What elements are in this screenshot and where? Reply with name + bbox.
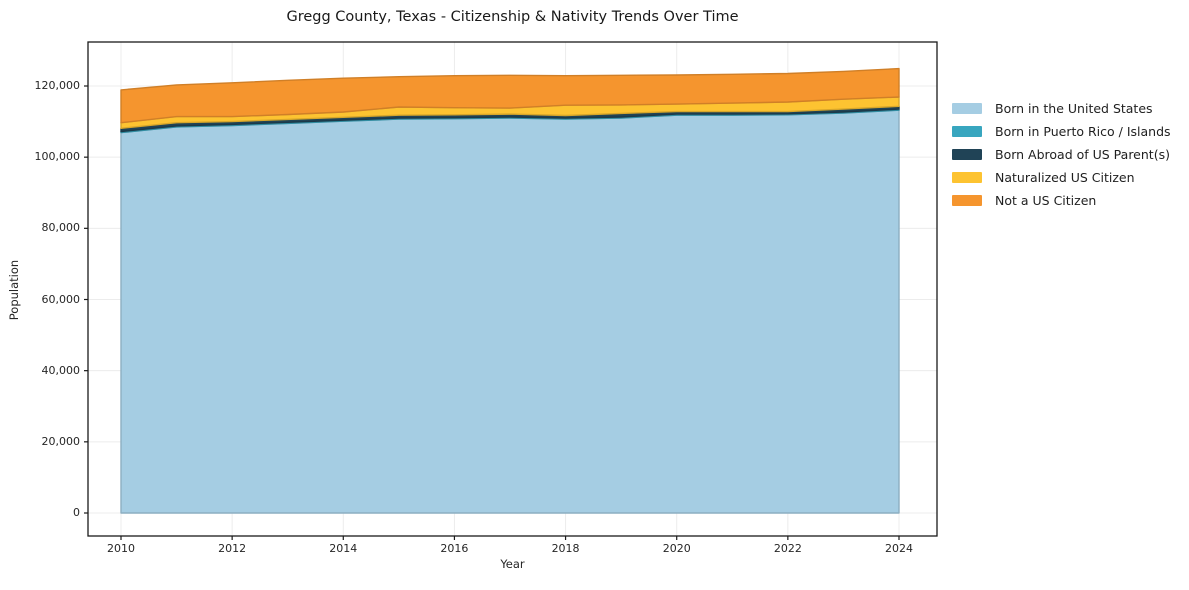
chart-title: Gregg County, Texas - Citizenship & Nati… <box>286 9 739 25</box>
x-tick-label: 2024 <box>884 542 913 555</box>
x-tick-label: 2022 <box>773 542 802 555</box>
legend-item: Not a US Citizen <box>952 193 1171 208</box>
area-not-a-us-citizen <box>120 67 900 124</box>
y-tick-label: 100,000 <box>34 150 81 164</box>
legend-swatch-not-a-us-citizen <box>952 195 982 206</box>
x-tick-label: 2014 <box>329 542 358 555</box>
legend: Born in the United States Born in Puerto … <box>952 101 1171 208</box>
y-tick-label: 80,000 <box>41 221 81 235</box>
plot-border <box>87 41 938 537</box>
x-tick-label: 2010 <box>107 542 135 555</box>
legend-swatch-born-abroad-of-us-parent-s <box>952 149 982 160</box>
y-tick-label: 40,000 <box>41 363 81 377</box>
y-tick-label: 20,000 <box>41 434 81 448</box>
legend-label: Born in the United States <box>995 101 1153 116</box>
legend-label: Born Abroad of US Parent(s) <box>995 147 1170 162</box>
legend-item: Born in Puerto Rico / Islands <box>952 124 1171 139</box>
y-axis-label: Population <box>7 259 21 321</box>
legend-item: Naturalized US Citizen <box>952 170 1171 185</box>
x-tick-label: 2018 <box>551 542 580 555</box>
legend-label: Born in Puerto Rico / Islands <box>995 124 1171 139</box>
x-tick-label: 2020 <box>662 542 691 555</box>
legend-item: Born in the United States <box>952 101 1171 116</box>
legend-item: Born Abroad of US Parent(s) <box>952 147 1171 162</box>
legend-label: Naturalized US Citizen <box>995 170 1135 185</box>
legend-swatch-born-in-the-united-states <box>952 103 982 114</box>
y-tick-label: 120,000 <box>34 79 81 92</box>
area-born-in-the-united-states <box>120 109 900 514</box>
x-axis-label: Year <box>500 557 525 571</box>
y-tick-label: 60,000 <box>41 292 81 306</box>
x-tick-label: 2012 <box>218 542 247 555</box>
x-tick-label: 2016 <box>440 542 469 555</box>
legend-label: Not a US Citizen <box>995 193 1097 208</box>
y-tick-label: 0 <box>73 506 80 519</box>
legend-swatch-naturalized-us-citizen <box>952 172 982 183</box>
tick-marks <box>84 85 900 540</box>
legend-swatch-born-in-puerto-rico-islands <box>952 126 982 137</box>
